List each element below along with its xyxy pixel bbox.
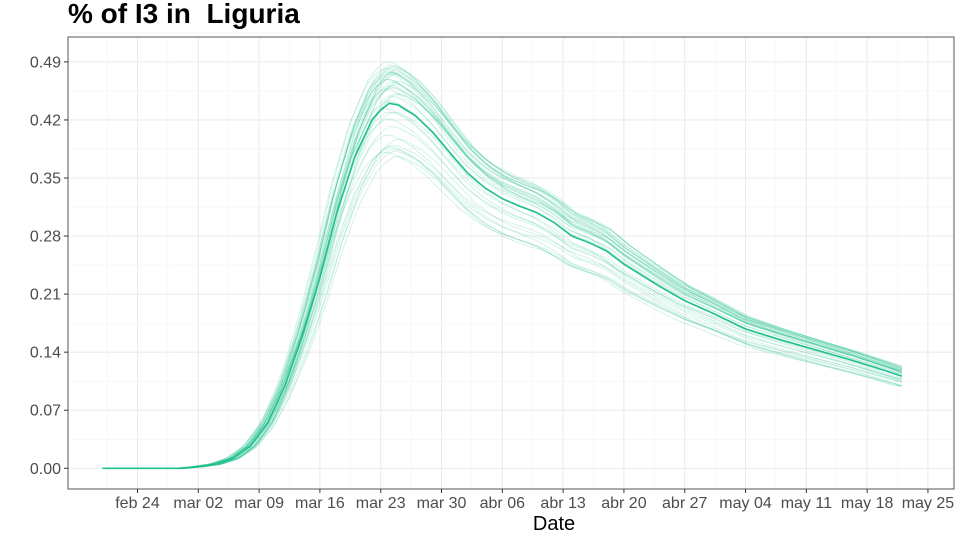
series-layer xyxy=(102,102,903,470)
ensemble-run-line xyxy=(102,111,902,469)
ensemble-run-line xyxy=(102,81,903,469)
ensemble-run-line xyxy=(102,71,902,469)
x-tick-label: mar 02 xyxy=(173,495,223,512)
x-tick-label: may 11 xyxy=(781,495,832,512)
ensemble-run-line xyxy=(102,67,902,469)
ensemble-run-line xyxy=(102,67,903,469)
ensemble-run-line xyxy=(102,94,903,469)
axis-ticks: 0.00 0.07 0.14 0.21 0.28 0.35 0.42 0.49 feb 24 ma… xyxy=(30,54,954,512)
ensemble-run-line xyxy=(102,73,902,469)
y-tick-label: 0.07 xyxy=(30,403,61,420)
panel-border xyxy=(67,36,955,490)
ensemble-run-line xyxy=(102,68,903,469)
x-tick-label: abr 27 xyxy=(662,495,707,512)
grid-lines xyxy=(68,32,954,489)
ensemble-run-line xyxy=(102,88,902,469)
x-tick-label: may 04 xyxy=(719,495,772,512)
ensemble-run-line xyxy=(102,134,902,469)
y-tick-label: 0.28 xyxy=(30,229,61,246)
x-tick-label: mar 23 xyxy=(356,495,406,512)
x-axis-title: Date xyxy=(533,513,575,535)
ensemble-run-line xyxy=(102,71,902,469)
ensemble-run-line xyxy=(102,70,903,469)
ensemble-run-line xyxy=(102,108,902,469)
ensemble-run-line xyxy=(102,83,903,469)
ensemble-run-line xyxy=(102,148,903,469)
ensemble-run-line xyxy=(102,156,903,469)
ensemble-run-line xyxy=(102,72,903,469)
y-tick-label: 0.42 xyxy=(30,112,61,129)
ensemble-run-line xyxy=(102,138,903,469)
series-line-median xyxy=(102,102,903,470)
ensemble-run-line xyxy=(102,79,902,469)
x-tick-label: feb 24 xyxy=(115,495,160,512)
chart-title: % of I3 in Liguria xyxy=(68,0,300,29)
ensemble-run-line xyxy=(102,61,902,469)
x-tick-label: abr 06 xyxy=(480,495,525,512)
ensemble-run-line xyxy=(102,79,902,469)
x-tick-label: may 25 xyxy=(902,495,955,512)
ensemble-run-line xyxy=(102,151,902,469)
x-tick-label: mar 30 xyxy=(417,495,467,512)
x-tick-label: abr 20 xyxy=(601,495,646,512)
ensemble-run-line xyxy=(102,65,903,469)
y-tick-label: 0.14 xyxy=(30,345,61,362)
x-tick-label: abr 13 xyxy=(540,495,585,512)
y-tick-label: 0.21 xyxy=(30,287,61,304)
ensemble-run-line xyxy=(102,150,903,469)
x-tick-label: mar 16 xyxy=(295,495,345,512)
y-tick-label: 0.49 xyxy=(30,54,61,71)
y-tick-label: 0.00 xyxy=(30,461,61,478)
x-tick-label: may 18 xyxy=(841,495,894,512)
y-tick-label: 0.35 xyxy=(30,170,61,187)
ensemble-run-line xyxy=(102,118,902,469)
ensemble-run-line xyxy=(102,92,903,469)
ensemble-run-line xyxy=(102,73,903,469)
x-tick-label: mar 09 xyxy=(234,495,284,512)
